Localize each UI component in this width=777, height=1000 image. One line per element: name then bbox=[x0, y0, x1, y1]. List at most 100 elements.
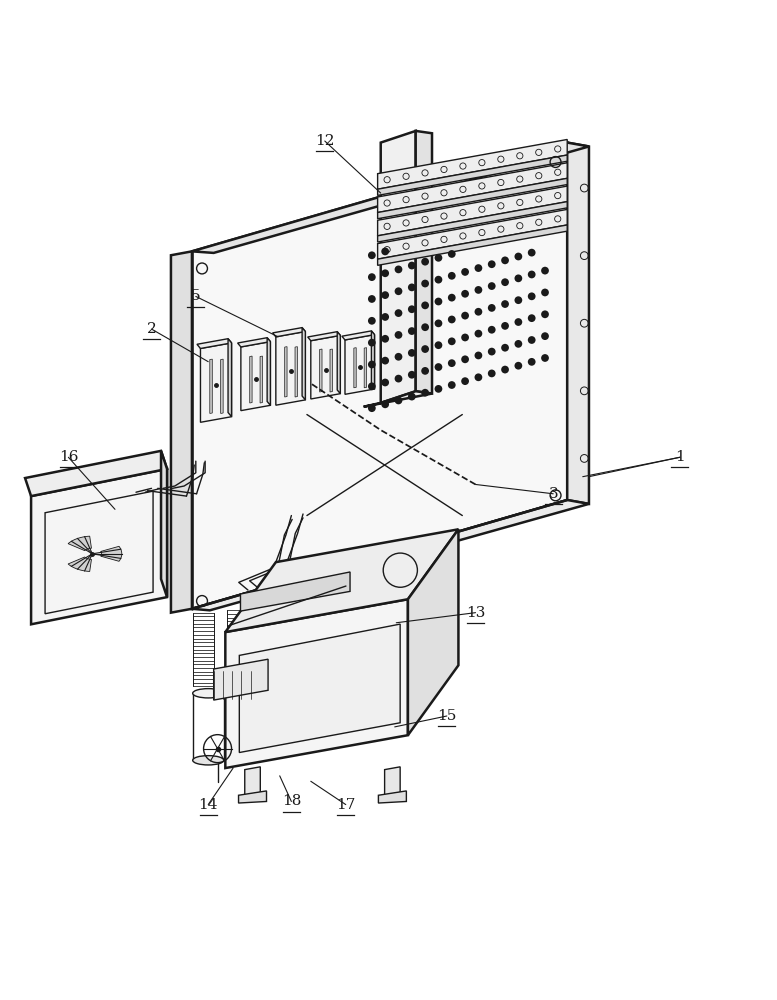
Circle shape bbox=[501, 256, 509, 264]
Circle shape bbox=[475, 373, 483, 381]
Polygon shape bbox=[364, 348, 367, 388]
Polygon shape bbox=[311, 335, 340, 399]
Circle shape bbox=[395, 266, 402, 273]
Circle shape bbox=[514, 296, 522, 304]
Circle shape bbox=[368, 251, 376, 259]
Circle shape bbox=[488, 326, 496, 334]
Polygon shape bbox=[295, 347, 298, 397]
Circle shape bbox=[501, 278, 509, 286]
Polygon shape bbox=[378, 209, 567, 259]
Circle shape bbox=[368, 273, 376, 281]
Polygon shape bbox=[273, 328, 305, 337]
Polygon shape bbox=[192, 500, 589, 610]
Circle shape bbox=[514, 362, 522, 370]
Circle shape bbox=[475, 308, 483, 316]
Text: 17: 17 bbox=[336, 798, 355, 812]
Circle shape bbox=[541, 310, 549, 318]
Circle shape bbox=[395, 331, 402, 339]
Text: 12: 12 bbox=[315, 134, 335, 148]
Circle shape bbox=[408, 305, 416, 313]
Circle shape bbox=[528, 249, 535, 257]
Circle shape bbox=[382, 269, 389, 277]
Polygon shape bbox=[276, 332, 305, 405]
Circle shape bbox=[501, 366, 509, 373]
Circle shape bbox=[514, 340, 522, 348]
Circle shape bbox=[395, 397, 402, 404]
Circle shape bbox=[395, 353, 402, 361]
Text: 16: 16 bbox=[58, 450, 78, 464]
Text: 15: 15 bbox=[437, 709, 456, 723]
Circle shape bbox=[448, 294, 455, 302]
Circle shape bbox=[462, 268, 469, 276]
Polygon shape bbox=[241, 342, 270, 411]
Circle shape bbox=[408, 349, 416, 357]
Circle shape bbox=[421, 301, 429, 309]
Circle shape bbox=[382, 400, 389, 408]
Polygon shape bbox=[381, 131, 416, 403]
Circle shape bbox=[462, 334, 469, 341]
Circle shape bbox=[462, 312, 469, 320]
Circle shape bbox=[421, 280, 429, 287]
Polygon shape bbox=[284, 347, 287, 397]
Polygon shape bbox=[200, 343, 232, 422]
Circle shape bbox=[395, 287, 402, 295]
Polygon shape bbox=[345, 335, 375, 394]
Polygon shape bbox=[25, 451, 167, 496]
Circle shape bbox=[448, 316, 455, 323]
Polygon shape bbox=[260, 356, 263, 403]
Circle shape bbox=[368, 339, 376, 347]
Polygon shape bbox=[214, 659, 268, 700]
Polygon shape bbox=[416, 131, 432, 394]
Polygon shape bbox=[267, 338, 270, 405]
Circle shape bbox=[368, 295, 376, 303]
Circle shape bbox=[488, 260, 496, 268]
Polygon shape bbox=[210, 359, 212, 413]
Ellipse shape bbox=[193, 689, 224, 698]
Circle shape bbox=[501, 300, 509, 308]
Polygon shape bbox=[68, 536, 92, 551]
Polygon shape bbox=[238, 338, 270, 347]
Circle shape bbox=[434, 341, 442, 349]
Circle shape bbox=[475, 264, 483, 272]
Circle shape bbox=[462, 290, 469, 298]
Circle shape bbox=[408, 283, 416, 291]
Circle shape bbox=[434, 385, 442, 393]
Polygon shape bbox=[197, 339, 232, 348]
Circle shape bbox=[475, 286, 483, 294]
Circle shape bbox=[448, 359, 455, 367]
Polygon shape bbox=[245, 767, 260, 795]
Circle shape bbox=[475, 330, 483, 337]
Circle shape bbox=[488, 304, 496, 312]
Text: 13: 13 bbox=[466, 606, 485, 620]
Circle shape bbox=[514, 253, 522, 260]
Circle shape bbox=[421, 258, 429, 266]
Polygon shape bbox=[225, 529, 458, 632]
Circle shape bbox=[501, 322, 509, 330]
Polygon shape bbox=[192, 143, 567, 609]
Polygon shape bbox=[68, 557, 92, 571]
Circle shape bbox=[382, 291, 389, 299]
Polygon shape bbox=[567, 143, 589, 504]
Circle shape bbox=[395, 309, 402, 317]
Circle shape bbox=[541, 267, 549, 275]
Polygon shape bbox=[319, 349, 322, 392]
Polygon shape bbox=[228, 339, 232, 417]
Circle shape bbox=[434, 363, 442, 371]
Circle shape bbox=[434, 319, 442, 327]
Circle shape bbox=[475, 352, 483, 359]
Polygon shape bbox=[371, 331, 375, 389]
Polygon shape bbox=[378, 139, 567, 189]
Text: 2: 2 bbox=[147, 322, 156, 336]
Text: 14: 14 bbox=[198, 798, 218, 812]
Polygon shape bbox=[249, 356, 252, 403]
Circle shape bbox=[434, 276, 442, 284]
Polygon shape bbox=[408, 529, 458, 735]
Polygon shape bbox=[225, 599, 408, 768]
Circle shape bbox=[421, 367, 429, 375]
Polygon shape bbox=[308, 332, 340, 341]
Polygon shape bbox=[354, 348, 356, 388]
Circle shape bbox=[448, 250, 455, 258]
Polygon shape bbox=[239, 624, 400, 753]
Circle shape bbox=[434, 254, 442, 262]
Circle shape bbox=[368, 317, 376, 325]
